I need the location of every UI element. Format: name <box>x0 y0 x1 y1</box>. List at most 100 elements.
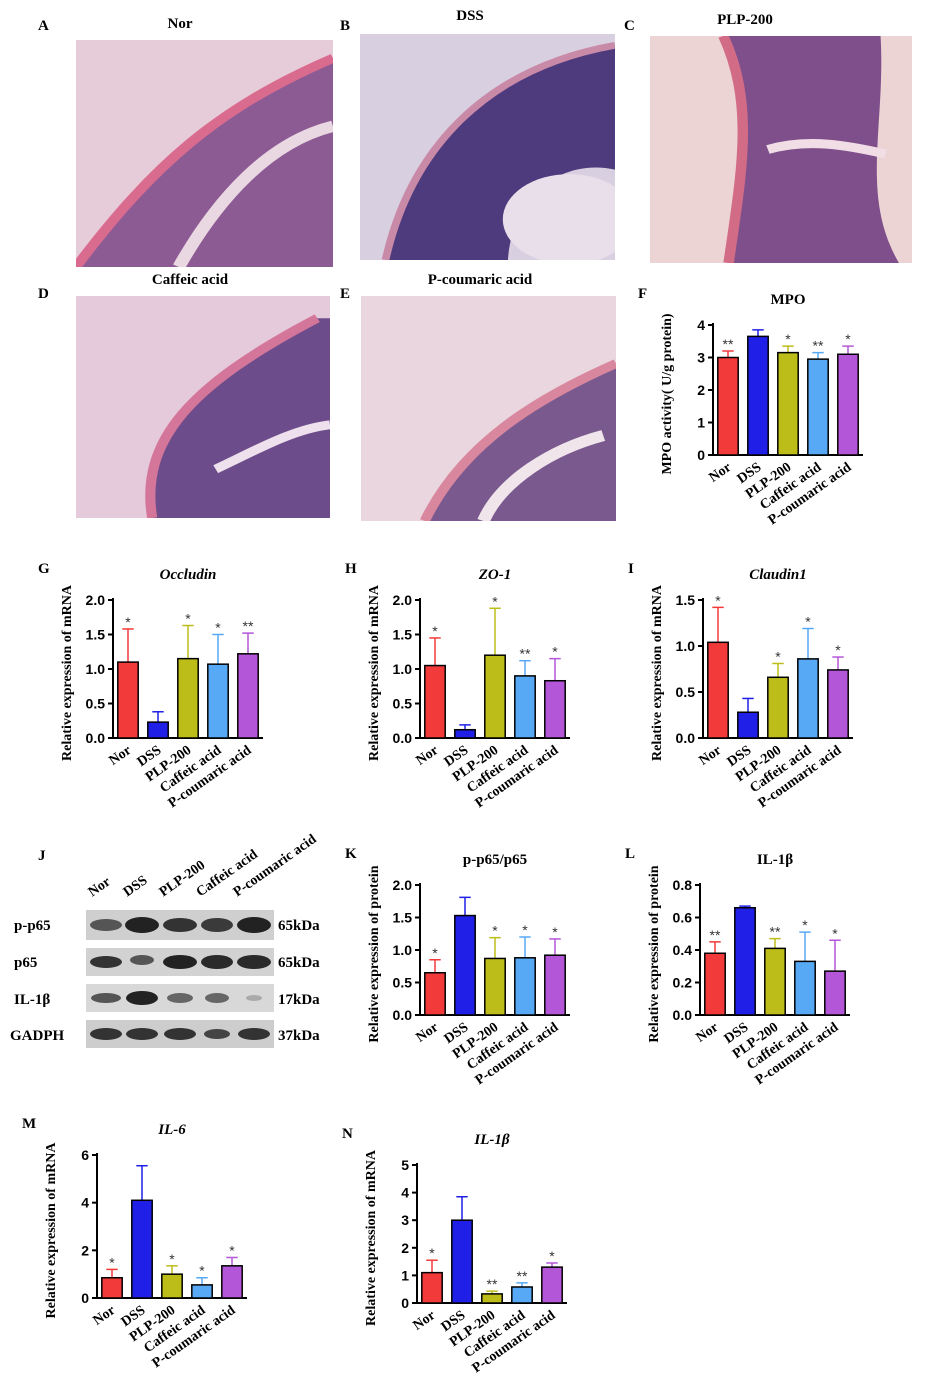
y-tick-label: 6 <box>81 1147 89 1163</box>
chart-panel-m: M IL-6 Relative expression of mRNA 0 2 4 6 * Nor… <box>22 1116 247 1371</box>
y-tick-label: 0.4 <box>673 942 693 958</box>
blot-row-label-gadph: GADPH <box>10 1028 65 1044</box>
bar-plp-200 <box>777 351 799 456</box>
bar-caffeic-acid <box>191 1284 213 1299</box>
bar-p-coumaric-acid <box>544 954 566 1016</box>
y-axis-label: Relative expression of mRNA <box>367 584 382 761</box>
y-tick-label: 1.0 <box>86 661 106 677</box>
bar-nor <box>704 952 726 1016</box>
bar-caffeic-acid <box>797 658 819 739</box>
histology-image-plp200 <box>650 36 912 263</box>
y-tick-label: 2.0 <box>393 592 413 608</box>
bar-dss <box>747 335 769 456</box>
y-axis-label: Relative expression of protein <box>367 865 382 1042</box>
chart-title: ZO-1 <box>478 567 512 583</box>
chart-panel-g: G Occludin Relative expression of mRNA 0.0 0… <box>38 561 263 811</box>
bar-plp-200 <box>484 654 506 739</box>
y-tick-label: 0.5 <box>86 696 106 712</box>
x-tick-label-nor: Nor <box>107 743 135 769</box>
bar-dss <box>147 721 169 739</box>
significance-marker-nor: ** <box>710 927 721 943</box>
significance-marker-nor: * <box>432 623 438 639</box>
significance-marker-p-coumaric-acid: ** <box>243 618 254 634</box>
bar-dss <box>734 907 756 1016</box>
blot-column-label-nor: Nor <box>85 874 114 901</box>
significance-marker-p-coumaric-acid: * <box>552 644 558 660</box>
histology-image-p-coumaric-acid <box>361 296 616 521</box>
panel-title-nor: Nor <box>167 16 193 32</box>
significance-marker-p-coumaric-acid: * <box>835 642 841 658</box>
panel-title-p-coumaric-acid: P-coumaric acid <box>427 272 533 288</box>
bar-nor <box>421 1271 443 1304</box>
bar-dss <box>451 1219 473 1304</box>
y-tick-label: 0.0 <box>86 730 106 746</box>
chart-title: Claudin1 <box>749 567 807 583</box>
y-tick-label: 3 <box>697 350 705 366</box>
y-tick-label: 1.5 <box>393 910 413 926</box>
significance-marker-nor: * <box>109 1254 115 1270</box>
bar-plp-200 <box>764 947 786 1016</box>
panel-title-dss: DSS <box>456 8 484 24</box>
bar-caffeic-acid <box>514 675 536 739</box>
blot-row-label-il1b: IL-1β <box>14 992 51 1008</box>
histology-image-caffeic-acid <box>76 296 330 518</box>
significance-marker-p-coumaric-acid: * <box>845 331 851 347</box>
panel-title-caffeic-acid: Caffeic acid <box>151 272 229 288</box>
significance-marker-caffeic-acid: ** <box>517 1268 528 1284</box>
y-tick-label: 1 <box>401 1267 409 1283</box>
blot-kda-il1b: 17kDa <box>278 992 320 1008</box>
y-tick-label: 1.5 <box>393 627 413 643</box>
bar-dss <box>131 1199 153 1299</box>
significance-marker-plp-200: ** <box>770 924 781 940</box>
bar-nor <box>117 661 139 739</box>
y-tick-label: 0 <box>401 1295 409 1311</box>
bar-caffeic-acid <box>794 960 816 1016</box>
histology-image-nor <box>76 40 333 267</box>
y-tick-label: 1.5 <box>676 592 696 608</box>
y-tick-label: 5 <box>401 1157 409 1173</box>
y-tick-label: 0.0 <box>393 1007 413 1023</box>
chart-title: IL-1β <box>473 1132 509 1148</box>
x-tick-label-nor: Nor <box>414 1020 442 1046</box>
significance-marker-plp-200: * <box>492 923 498 939</box>
x-tick-label-nor: Nor <box>414 743 442 769</box>
significance-marker-plp-200: * <box>185 611 191 627</box>
panel-letter-a: A <box>38 18 49 34</box>
panel-title-plp200: PLP-200 <box>717 12 773 28</box>
y-tick-label: 0 <box>81 1290 89 1306</box>
significance-marker-nor: * <box>432 945 438 961</box>
x-tick-label-nor: Nor <box>411 1308 439 1334</box>
bar-nor <box>424 664 446 739</box>
y-tick-label: 1 <box>697 415 705 431</box>
significance-marker-p-coumaric-acid: * <box>549 1248 555 1264</box>
x-tick-label-nor: Nor <box>697 743 725 769</box>
chart-panel-l: L IL-1β Relative expression of protein 0.0 0… <box>625 846 850 1088</box>
chart-title: MPO <box>771 292 806 308</box>
y-tick-label: 0.5 <box>676 684 696 700</box>
bar-caffeic-acid <box>807 358 829 456</box>
significance-marker-plp-200: ** <box>487 1276 498 1292</box>
y-tick-label: 0.0 <box>393 730 413 746</box>
significance-marker-nor: * <box>429 1245 435 1261</box>
significance-marker-caffeic-acid: ** <box>813 338 824 354</box>
blot-row-label-p-p65: p-p65 <box>14 918 51 934</box>
panel-letter-e: E <box>340 286 351 302</box>
chart-panel-h: H ZO-1 Relative expression of mRNA 0.0 0.5 1.… <box>345 561 570 811</box>
significance-marker-plp-200: * <box>492 593 498 609</box>
bar-dss <box>737 711 759 739</box>
chart-panel-n: N IL-1β Relative expression of mRNA 0 1 2 3 4 5 *… <box>342 1126 567 1376</box>
significance-marker-caffeic-acid: * <box>802 917 808 933</box>
bar-plp-200 <box>767 676 789 739</box>
y-tick-label: 0.0 <box>676 730 696 746</box>
significance-marker-p-coumaric-acid: * <box>832 925 838 941</box>
panel-letter-i: I <box>628 561 634 577</box>
chart-title: p-p65/p65 <box>463 852 527 868</box>
panel-letter-d: D <box>38 286 49 302</box>
bar-dss <box>454 728 476 739</box>
bar-p-coumaric-acid <box>221 1265 243 1299</box>
bar-p-coumaric-acid <box>837 353 859 456</box>
significance-marker-caffeic-acid: * <box>215 620 221 636</box>
blot-column-label-dss: DSS <box>120 873 151 901</box>
panel-letter-c: C <box>624 18 635 34</box>
